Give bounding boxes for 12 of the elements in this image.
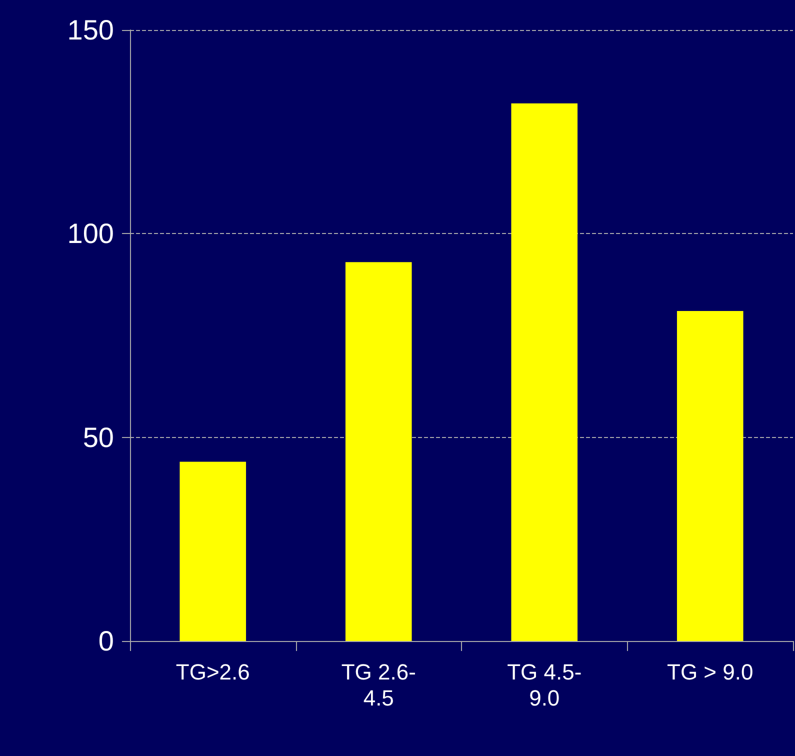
bar (345, 262, 412, 641)
bar (511, 103, 578, 641)
x-tick-label: TG 2.6-4.5 (341, 660, 416, 710)
x-tick-label: TG 4.5-9.0 (507, 660, 582, 710)
y-tick-label: 150 (67, 14, 114, 46)
x-tick-label: TG > 9.0 (667, 660, 754, 684)
bar (180, 462, 246, 641)
y-tick-label: 0 (98, 626, 114, 656)
x-tick-label: TG>2.6 (176, 660, 250, 684)
y-tick-label: 50 (82, 422, 114, 453)
y-tick-label: 100 (67, 218, 114, 250)
bar (676, 311, 744, 641)
